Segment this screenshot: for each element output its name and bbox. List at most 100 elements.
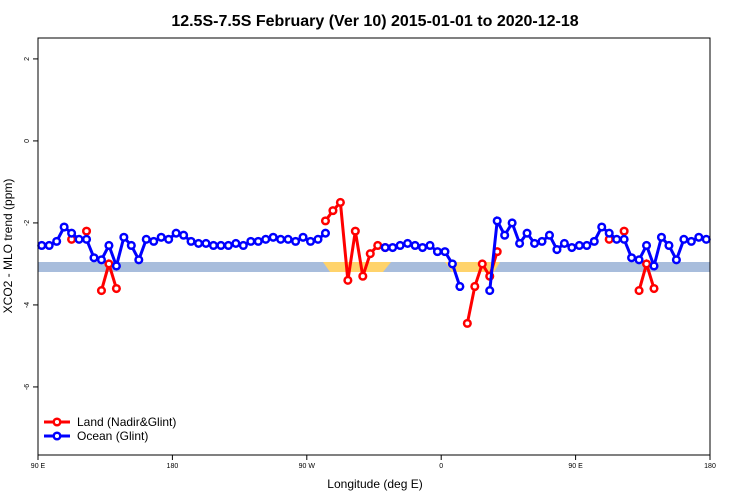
data-point — [268, 232, 278, 242]
x-axis-label: Longitude (deg E) — [327, 477, 422, 491]
plot-frame — [37, 37, 711, 456]
data-point — [238, 240, 248, 251]
data-point — [634, 286, 644, 296]
data-point — [164, 234, 174, 244]
data-point — [462, 318, 472, 328]
data-point — [417, 242, 428, 253]
data-point — [574, 240, 584, 251]
data-point — [171, 228, 181, 238]
data-point — [350, 226, 360, 236]
data-point — [388, 242, 398, 253]
data-point — [612, 234, 622, 244]
data-point — [403, 238, 413, 248]
data-point — [679, 234, 689, 244]
data-point — [447, 259, 457, 269]
data-point — [455, 281, 465, 292]
data-point — [201, 238, 211, 248]
data-point — [500, 230, 510, 240]
data-point — [134, 255, 144, 265]
y-tick-label: -6 — [24, 384, 31, 390]
data-point — [253, 236, 263, 246]
data-point — [649, 283, 659, 294]
data-point — [111, 283, 121, 294]
data-point — [156, 232, 166, 242]
data-point — [119, 232, 129, 242]
data-point — [694, 232, 704, 242]
data-point — [261, 234, 271, 244]
data-point — [380, 242, 390, 253]
data-point — [589, 236, 599, 246]
x-tick-label: 90 W — [299, 463, 316, 470]
data-point — [641, 259, 652, 269]
data-point — [365, 249, 375, 259]
data-point — [283, 234, 293, 244]
x-tick-label: 180 — [704, 463, 716, 470]
data-point — [604, 228, 614, 238]
data-point — [641, 240, 652, 251]
data-point — [701, 234, 711, 244]
data-point — [440, 247, 450, 257]
data-point — [52, 236, 62, 246]
data-point — [664, 240, 674, 251]
data-point — [634, 255, 644, 265]
data-point — [96, 286, 107, 296]
data-point — [335, 197, 345, 207]
data-point — [231, 238, 241, 248]
data-point — [582, 240, 592, 251]
data-point — [179, 230, 189, 240]
data-point — [425, 240, 435, 251]
data-point — [59, 222, 69, 232]
data-point — [104, 259, 114, 269]
y-tick-label: 0 — [24, 139, 31, 143]
data-point — [432, 247, 443, 257]
data-point — [492, 216, 502, 226]
data-point — [291, 236, 301, 246]
data-point — [529, 238, 540, 248]
data-point — [507, 218, 517, 228]
data-point — [485, 286, 495, 296]
data-point — [619, 226, 629, 236]
data-point — [81, 234, 92, 244]
legend-label: Ocean (Glint) — [77, 429, 148, 443]
data-point — [111, 261, 121, 271]
data-point — [515, 238, 525, 248]
data-point — [619, 234, 629, 244]
data-point — [305, 236, 316, 246]
data-point — [552, 245, 562, 255]
data-point — [126, 240, 136, 251]
shade — [323, 262, 391, 272]
data-point — [597, 222, 607, 232]
data-point — [208, 240, 219, 251]
data-point — [671, 255, 681, 265]
data-point — [216, 240, 226, 251]
data-point — [537, 236, 547, 246]
data-point — [186, 236, 196, 246]
data-point — [559, 238, 569, 248]
legend-label: Land (Nadir&Glint) — [77, 415, 176, 429]
y-axis-label: XCO2 - MLO trend (ppm) — [1, 179, 15, 314]
legend-marker — [52, 417, 62, 427]
data-point — [627, 253, 637, 263]
data-point — [44, 240, 54, 251]
data-point — [193, 238, 204, 248]
data-point — [320, 216, 331, 226]
data-point — [567, 242, 577, 253]
legend-marker — [52, 431, 62, 441]
data-point — [522, 228, 532, 238]
data-point — [395, 240, 405, 251]
x-tick-label: 90 E — [568, 463, 583, 470]
data-point — [477, 259, 487, 269]
data-point — [81, 226, 92, 236]
chart-title: 12.5S-7.5S February (Ver 10) 2015-01-01 … — [171, 13, 578, 30]
x-tick-label: 90 E — [31, 463, 46, 470]
y-tick-label: -4 — [24, 302, 31, 308]
y-tick-label: -2 — [24, 220, 31, 226]
data-point — [96, 255, 107, 265]
data-point — [410, 240, 420, 251]
data-point — [343, 275, 353, 285]
data-point — [276, 234, 286, 244]
data-point — [246, 236, 256, 246]
x-tick-label: 0 — [439, 463, 443, 470]
data-point — [67, 228, 77, 238]
